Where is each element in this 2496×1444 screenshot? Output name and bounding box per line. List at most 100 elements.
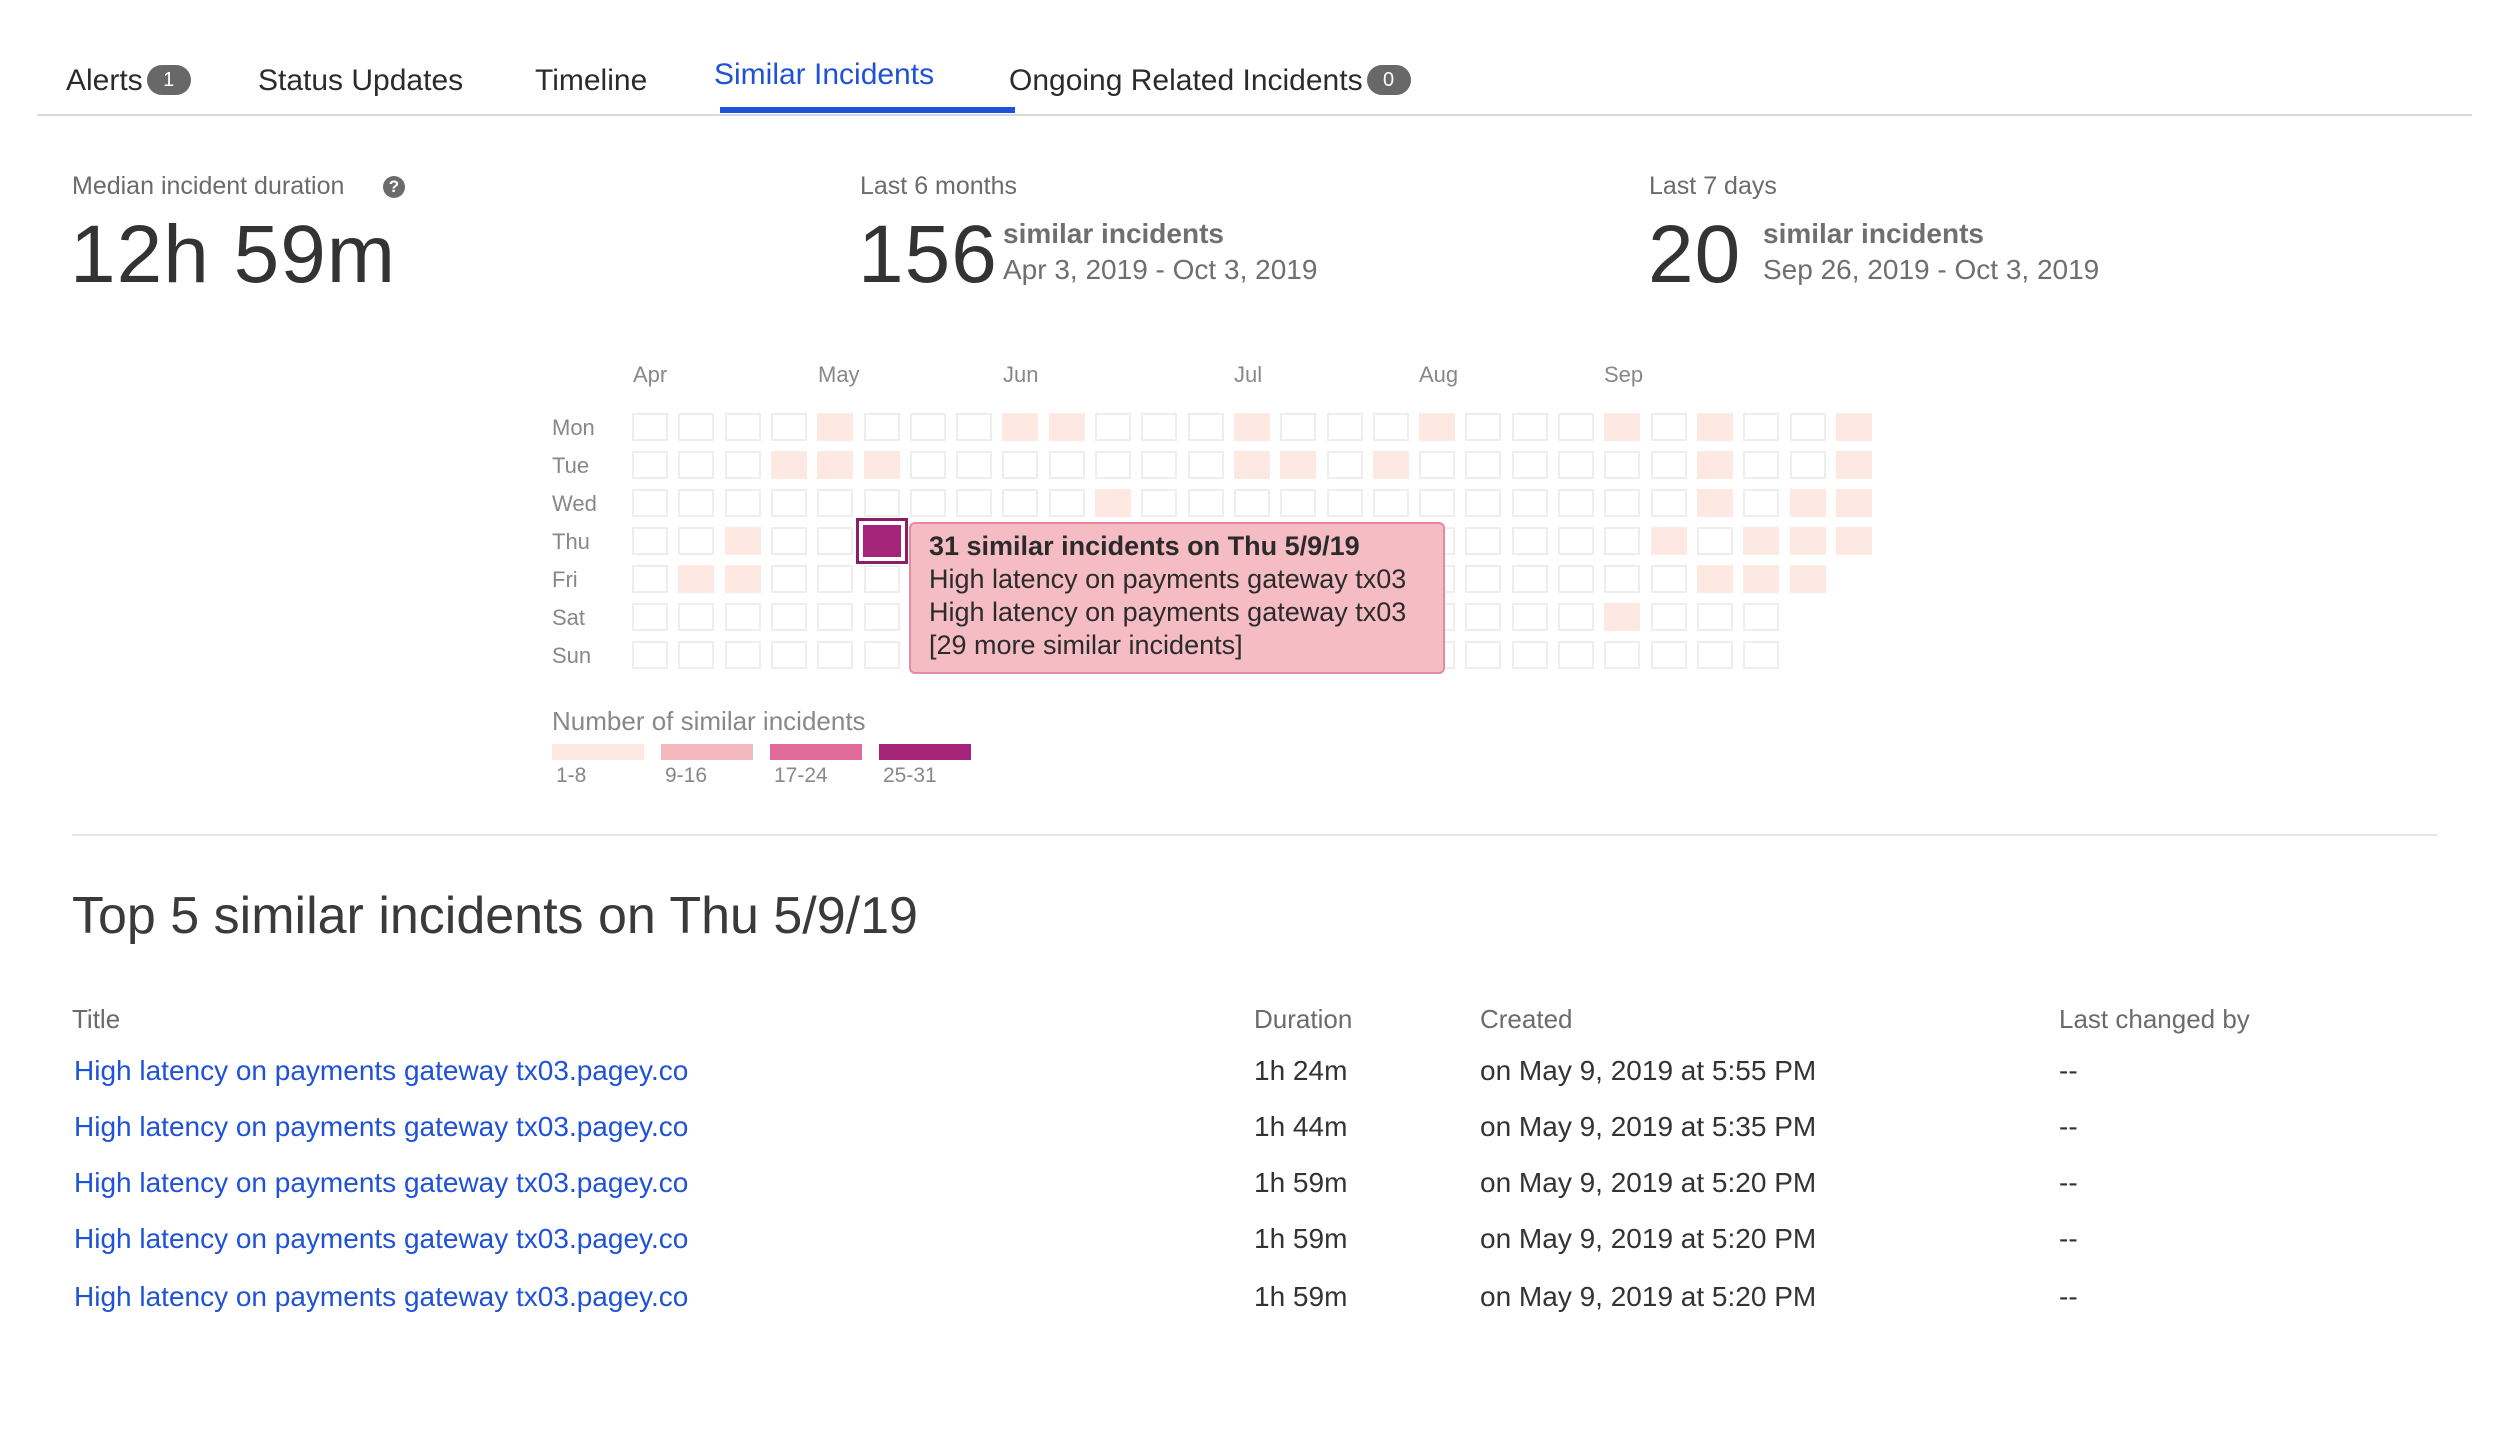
- heatmap-cell[interactable]: [1696, 565, 1733, 593]
- heatmap-cell[interactable]: [817, 489, 854, 517]
- incident-link[interactable]: High latency on payments gateway tx03.pa…: [74, 1055, 689, 1086]
- heatmap-cell[interactable]: [1511, 489, 1548, 517]
- heatmap-cell[interactable]: [909, 451, 946, 479]
- help-icon[interactable]: ?: [383, 176, 405, 198]
- heatmap-cell[interactable]: [1650, 489, 1687, 517]
- heatmap-cell[interactable]: [1604, 565, 1641, 593]
- heatmap-cell[interactable]: [863, 413, 900, 441]
- heatmap-cell[interactable]: [1789, 489, 1826, 517]
- heatmap-cell[interactable]: [817, 565, 854, 593]
- heatmap-cell[interactable]: [1141, 489, 1178, 517]
- heatmap-cell[interactable]: [1650, 413, 1687, 441]
- heatmap-cell[interactable]: [1048, 489, 1085, 517]
- heatmap-cell[interactable]: [1743, 641, 1780, 669]
- heatmap-cell[interactable]: [1002, 451, 1039, 479]
- heatmap-cell[interactable]: [1650, 641, 1687, 669]
- heatmap-cell[interactable]: [1696, 489, 1733, 517]
- heatmap-cell[interactable]: [1465, 451, 1502, 479]
- heatmap-cell[interactable]: [1511, 603, 1548, 631]
- heatmap-cell[interactable]: [632, 603, 668, 631]
- heatmap-cell[interactable]: [1511, 527, 1548, 555]
- heatmap-cell[interactable]: [724, 527, 761, 555]
- heatmap-cell[interactable]: [1558, 527, 1594, 555]
- heatmap-cell[interactable]: [1511, 451, 1548, 479]
- heatmap-cell[interactable]: [817, 603, 854, 631]
- heatmap-cell[interactable]: [956, 489, 993, 517]
- heatmap-cell[interactable]: [1743, 451, 1780, 479]
- heatmap-cell[interactable]: [1465, 641, 1502, 669]
- tab-ongoing-related-incidents[interactable]: Ongoing Related Incidents 0: [1009, 64, 1411, 114]
- heatmap-cell[interactable]: [863, 565, 900, 593]
- heatmap-cell[interactable]: [1789, 565, 1826, 593]
- heatmap-cell[interactable]: [1187, 413, 1224, 441]
- heatmap-cell[interactable]: [724, 565, 761, 593]
- heatmap-cell[interactable]: [1187, 489, 1224, 517]
- heatmap-cell[interactable]: [1650, 451, 1687, 479]
- heatmap-cell[interactable]: [1419, 451, 1456, 479]
- heatmap-cell[interactable]: [817, 451, 854, 479]
- heatmap-cell[interactable]: [1511, 641, 1548, 669]
- heatmap-cell[interactable]: [678, 527, 715, 555]
- heatmap-cell[interactable]: [770, 603, 807, 631]
- heatmap-cell[interactable]: [770, 451, 807, 479]
- heatmap-cell[interactable]: [1233, 413, 1270, 441]
- heatmap-cell[interactable]: [1326, 413, 1363, 441]
- tab-status-updates[interactable]: Status Updates: [258, 64, 463, 114]
- heatmap-cell[interactable]: [1604, 527, 1641, 555]
- heatmap-cell[interactable]: [1604, 641, 1641, 669]
- tab-timeline[interactable]: Timeline: [535, 64, 647, 114]
- heatmap-cell[interactable]: [1650, 565, 1687, 593]
- heatmap-cell[interactable]: [1604, 603, 1641, 631]
- heatmap-cell[interactable]: [1696, 603, 1733, 631]
- heatmap-cell[interactable]: [770, 413, 807, 441]
- heatmap-cell[interactable]: [1604, 451, 1641, 479]
- heatmap-cell[interactable]: [724, 413, 761, 441]
- heatmap-cell[interactable]: [1558, 451, 1594, 479]
- heatmap-cell[interactable]: [817, 413, 854, 441]
- heatmap-cell[interactable]: [1280, 489, 1317, 517]
- heatmap-cell[interactable]: [1696, 527, 1733, 555]
- heatmap-cell[interactable]: [1789, 451, 1826, 479]
- heatmap-cell[interactable]: [1650, 527, 1687, 555]
- heatmap-cell[interactable]: [1419, 489, 1456, 517]
- heatmap-cell[interactable]: [1002, 489, 1039, 517]
- heatmap-cell[interactable]: [817, 527, 854, 555]
- heatmap-cell[interactable]: [1835, 413, 1872, 441]
- heatmap-cell[interactable]: [956, 413, 993, 441]
- tab-alerts[interactable]: Alerts 1: [66, 64, 191, 114]
- heatmap-cell[interactable]: [724, 603, 761, 631]
- incident-link[interactable]: High latency on payments gateway tx03.pa…: [74, 1111, 689, 1142]
- heatmap-cell[interactable]: [632, 641, 668, 669]
- heatmap-cell[interactable]: [678, 489, 715, 517]
- heatmap-cell[interactable]: [1465, 527, 1502, 555]
- heatmap-cell[interactable]: [1048, 413, 1085, 441]
- heatmap-cell[interactable]: [1558, 603, 1594, 631]
- heatmap-cell[interactable]: [1743, 565, 1780, 593]
- heatmap-cell[interactable]: [724, 489, 761, 517]
- heatmap-cell[interactable]: [1095, 413, 1131, 441]
- heatmap-cell[interactable]: [863, 451, 900, 479]
- heatmap-cell[interactable]: [1835, 451, 1872, 479]
- heatmap-cell-selected[interactable]: [858, 521, 905, 561]
- heatmap-cell[interactable]: [1326, 451, 1363, 479]
- heatmap-cell[interactable]: [770, 565, 807, 593]
- heatmap-cell[interactable]: [817, 641, 854, 669]
- incident-link[interactable]: High latency on payments gateway tx03.pa…: [74, 1281, 689, 1312]
- heatmap-cell[interactable]: [678, 603, 715, 631]
- heatmap-cell[interactable]: [770, 527, 807, 555]
- heatmap-cell[interactable]: [724, 451, 761, 479]
- heatmap-cell[interactable]: [632, 413, 668, 441]
- heatmap-cell[interactable]: [1280, 451, 1317, 479]
- heatmap-cell[interactable]: [1511, 413, 1548, 441]
- heatmap-cell[interactable]: [1604, 413, 1641, 441]
- heatmap-cell[interactable]: [1419, 413, 1456, 441]
- heatmap-cell[interactable]: [1604, 489, 1641, 517]
- heatmap-cell[interactable]: [1743, 489, 1780, 517]
- heatmap-cell[interactable]: [1465, 603, 1502, 631]
- heatmap-cell[interactable]: [632, 565, 668, 593]
- heatmap-cell[interactable]: [863, 489, 900, 517]
- heatmap-cell[interactable]: [1233, 489, 1270, 517]
- heatmap-cell[interactable]: [909, 413, 946, 441]
- heatmap-cell[interactable]: [1141, 451, 1178, 479]
- heatmap-cell[interactable]: [909, 489, 946, 517]
